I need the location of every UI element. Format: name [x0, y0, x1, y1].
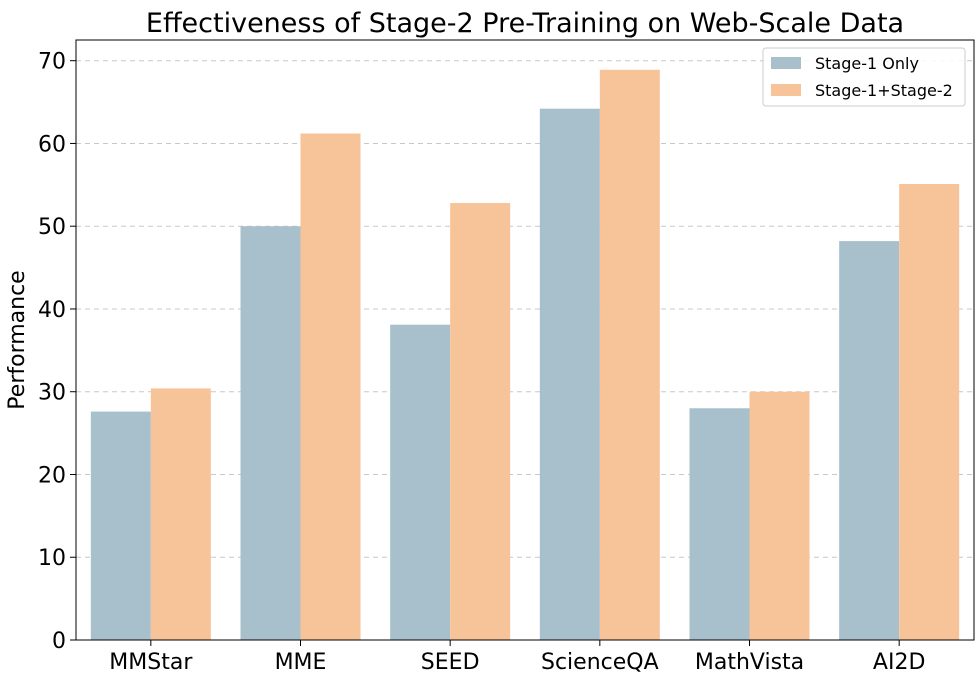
- bars: [90, 69, 960, 641]
- y-tick-label: 50: [38, 215, 66, 240]
- axes: 0 10 20 30 40 50 60 70 MMStar MME SEED ScienceQA Mat…: [38, 39, 975, 675]
- bar-stage1-mmstar: [90, 411, 151, 640]
- bar-stage2-mme: [300, 133, 361, 640]
- x-tick-label: ScienceQA: [541, 650, 659, 675]
- legend-swatch-stage2: [771, 84, 801, 96]
- x-tick-label: AI2D: [873, 650, 925, 675]
- y-axis-label: Performance: [5, 270, 30, 409]
- x-tick-label: SEED: [421, 650, 480, 675]
- x-tick-label: MathVista: [695, 650, 804, 675]
- bar-stage1-mathvista: [689, 408, 750, 640]
- y-tick-label: 70: [38, 50, 66, 75]
- legend-label-stage1: Stage-1 Only: [815, 54, 919, 73]
- y-tick-label: 60: [38, 132, 66, 157]
- chart-title: Effectiveness of Stage-2 Pre-Training on…: [146, 8, 904, 39]
- bar-stage2-ai2d: [899, 184, 960, 640]
- y-tick-label: 10: [38, 546, 66, 571]
- plot-frame: [75, 39, 975, 641]
- y-tick-label: 20: [38, 463, 66, 488]
- legend-swatch-stage1: [771, 57, 801, 69]
- bar-stage1-seed: [390, 324, 451, 640]
- legend-frame: [762, 47, 966, 107]
- bar-stage2-mmstar: [150, 388, 211, 640]
- bar-stage1-ai2d: [839, 241, 900, 640]
- legend-label-stage2: Stage-1+Stage-2: [815, 81, 953, 100]
- y-tick-label: 0: [52, 629, 66, 654]
- y-tick-label: 40: [38, 298, 66, 323]
- bar-stage2-mathvista: [749, 391, 810, 640]
- y-tick-label: 30: [38, 381, 66, 406]
- x-tick-label: MMStar: [109, 650, 193, 675]
- bar-stage2-seed: [450, 203, 511, 640]
- bar-stage1-scienceqa: [539, 108, 600, 641]
- bar-stage2-scienceqa: [599, 69, 660, 641]
- x-tick-label: MME: [275, 650, 327, 675]
- legend: Stage-1 Only Stage-1+Stage-2: [762, 47, 966, 107]
- bar-stage1-mme: [240, 226, 301, 640]
